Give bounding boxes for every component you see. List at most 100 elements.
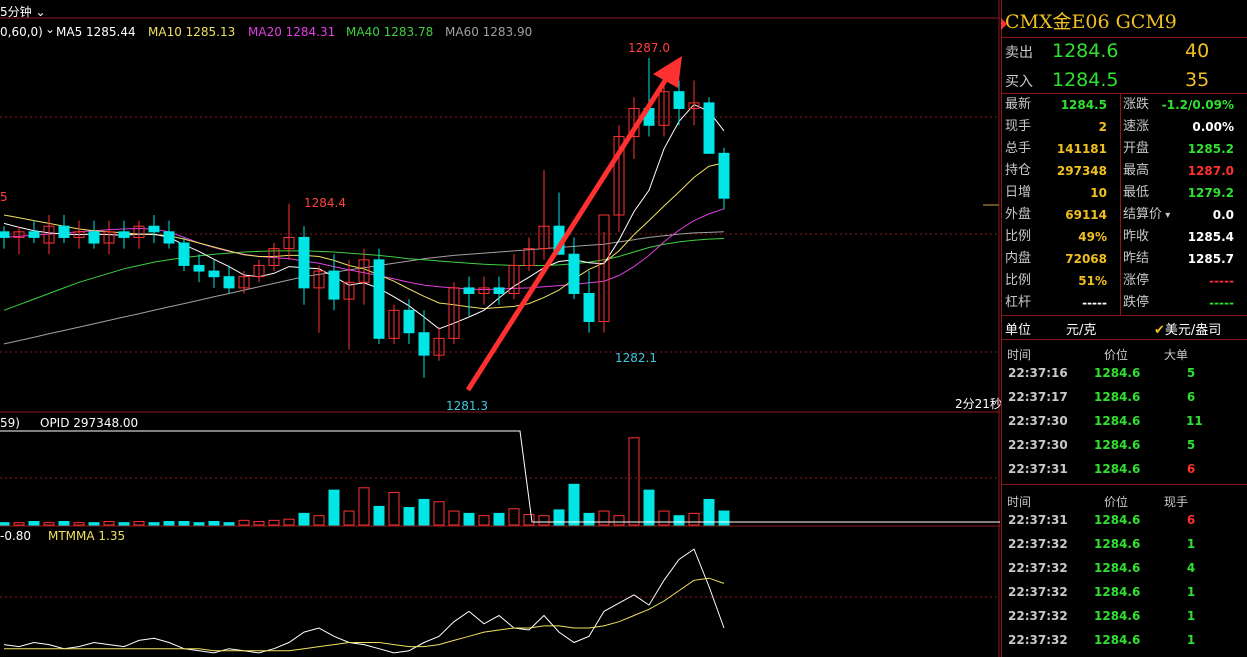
tick-qty: 1 <box>1186 609 1196 623</box>
stat-value: 1279.2 <box>1187 186 1234 200</box>
tick-price: 1284.6 <box>1094 414 1141 428</box>
stat-row: 现手 2 速涨 0.00% <box>1002 116 1247 138</box>
volume-bar <box>418 498 430 526</box>
volume-bar <box>0 522 10 526</box>
stat-label: 比例 <box>1005 273 1032 288</box>
stat-row: 持仓 297348 最高 1287.0 <box>1002 160 1247 182</box>
stat-row: 比例 51% 涨停 ----- <box>1002 270 1247 292</box>
stat-value: -1.2/0.09% <box>1161 98 1234 112</box>
tick-header: 时间 价位 大单 <box>1002 342 1247 366</box>
chevron-down-icon[interactable]: ▾ <box>1162 210 1171 221</box>
tick-header: 时间 价位 现手 <box>1002 489 1247 513</box>
tick-time: 22:37:31 <box>1008 462 1068 476</box>
stat-label: 开盘 <box>1123 141 1150 156</box>
candle-body <box>163 231 175 244</box>
volume-bar <box>508 508 520 526</box>
stat-label: 比例 <box>1005 229 1032 244</box>
panel-corner-icon <box>1001 18 1007 30</box>
stat-label: 杠杆 <box>1005 295 1032 310</box>
kline-chart-area[interactable]: 5分钟 ⌄ 0,60,0) ⌄ MA5 1285.44 MA10 1285.13… <box>0 0 1002 657</box>
check-icon: ✔ <box>1154 323 1165 338</box>
ma20-legend: MA20 1284.31 <box>248 25 336 39</box>
stat-label: 涨跌 <box>1123 97 1150 112</box>
candle-body <box>613 136 625 216</box>
tick-row: 22:37:17 1284.6 6 <box>1002 386 1247 410</box>
volume-bar <box>103 521 115 526</box>
volume-bar <box>493 512 505 526</box>
stat-value: 10 <box>1090 186 1107 200</box>
mtmma-legend: MTMMA 1.35 <box>48 529 126 543</box>
tick-time: 22:37:32 <box>1008 609 1068 623</box>
tick-qty: 5 <box>1186 366 1196 380</box>
tick-price: 1284.6 <box>1094 513 1141 527</box>
contract-title: CMX金E06 GCM9 <box>1005 11 1177 33</box>
volume-bar <box>13 522 25 526</box>
stat-label: 外盘 <box>1005 207 1032 222</box>
stat-value: 297348 <box>1056 164 1107 178</box>
candle-body <box>43 225 55 244</box>
stat-row: 内盘 72068 昨结 1285.7 <box>1002 248 1247 270</box>
stat-label: 持仓 <box>1005 163 1032 178</box>
candle-body <box>373 259 385 339</box>
volume-bar <box>673 515 685 526</box>
low-annotation-1: 1281.3 <box>446 399 488 413</box>
candle-body <box>148 225 160 233</box>
candle-body <box>298 236 310 289</box>
stat-row: 日增 10 最低 1279.2 <box>1002 182 1247 204</box>
candle-body <box>688 102 700 109</box>
tick-price: 1284.6 <box>1094 390 1141 404</box>
opid-legend: OPID 297348.00 <box>40 416 139 430</box>
stat-label: 跌停 <box>1123 295 1150 310</box>
volume-bar <box>43 522 55 526</box>
tick-price: 1284.6 <box>1094 609 1141 623</box>
tick-row: 22:37:32 1284.6 1 <box>1002 605 1247 629</box>
tick-header-qty: 大单 <box>1164 348 1189 362</box>
volume-bar <box>163 521 175 526</box>
tick-time: 22:37:32 <box>1008 537 1068 551</box>
tick-price: 1284.6 <box>1094 633 1141 647</box>
volume-bar <box>28 521 40 526</box>
sub2-param-label: -0.80 <box>0 529 32 543</box>
candle-body <box>343 281 355 300</box>
volume-bar <box>553 509 565 526</box>
tick-qty: 6 <box>1186 390 1196 404</box>
candle-body <box>328 270 340 300</box>
stat-value: 1284.5 <box>1060 98 1107 112</box>
tick-time: 22:37:30 <box>1008 414 1068 428</box>
volume-bar <box>178 521 190 526</box>
tick-header-time: 时间 <box>1007 495 1032 509</box>
candle-body <box>403 309 415 334</box>
tick-price: 1284.6 <box>1094 537 1141 551</box>
sell-qty: 40 <box>1185 40 1210 62</box>
tick-price: 1284.6 <box>1094 438 1141 452</box>
candle-body <box>538 225 550 250</box>
tick-row: 22:37:32 1284.6 1 <box>1002 629 1247 653</box>
volume-bar <box>628 437 640 526</box>
volume-bar <box>568 483 580 526</box>
tick-qty: 1 <box>1186 633 1196 647</box>
volume-bar <box>583 512 595 526</box>
stat-value: ----- <box>1082 296 1107 310</box>
unit-value[interactable]: 元/克 <box>1066 323 1097 338</box>
candle-body <box>268 248 280 266</box>
stat-value: 69114 <box>1065 208 1107 222</box>
tick-time: 22:37:32 <box>1008 585 1068 599</box>
tick-qty: 4 <box>1186 561 1196 575</box>
period-selector[interactable]: 5分钟 ⌄ <box>0 5 46 19</box>
volume-bar <box>73 522 85 526</box>
volume-bar <box>613 515 625 526</box>
candle-body <box>583 292 595 323</box>
volume-bar <box>298 512 310 526</box>
sell-label: 卖出 <box>1005 45 1033 61</box>
high-annotation: 1287.0 <box>628 41 670 55</box>
stat-value: 51% <box>1078 274 1107 288</box>
candle-body <box>73 231 85 238</box>
volume-bar <box>268 519 280 526</box>
unit-alt-option[interactable]: ✔美元/盎司 <box>1154 319 1221 338</box>
stat-value: 1285.7 <box>1187 252 1234 266</box>
param-dropdown-icon[interactable]: ⌄ <box>45 22 56 36</box>
candle-body <box>703 102 715 154</box>
left-edge-annotation: 5 <box>0 190 8 204</box>
unit-alt-label: 美元/盎司 <box>1164 323 1222 338</box>
candle-body <box>88 231 100 244</box>
